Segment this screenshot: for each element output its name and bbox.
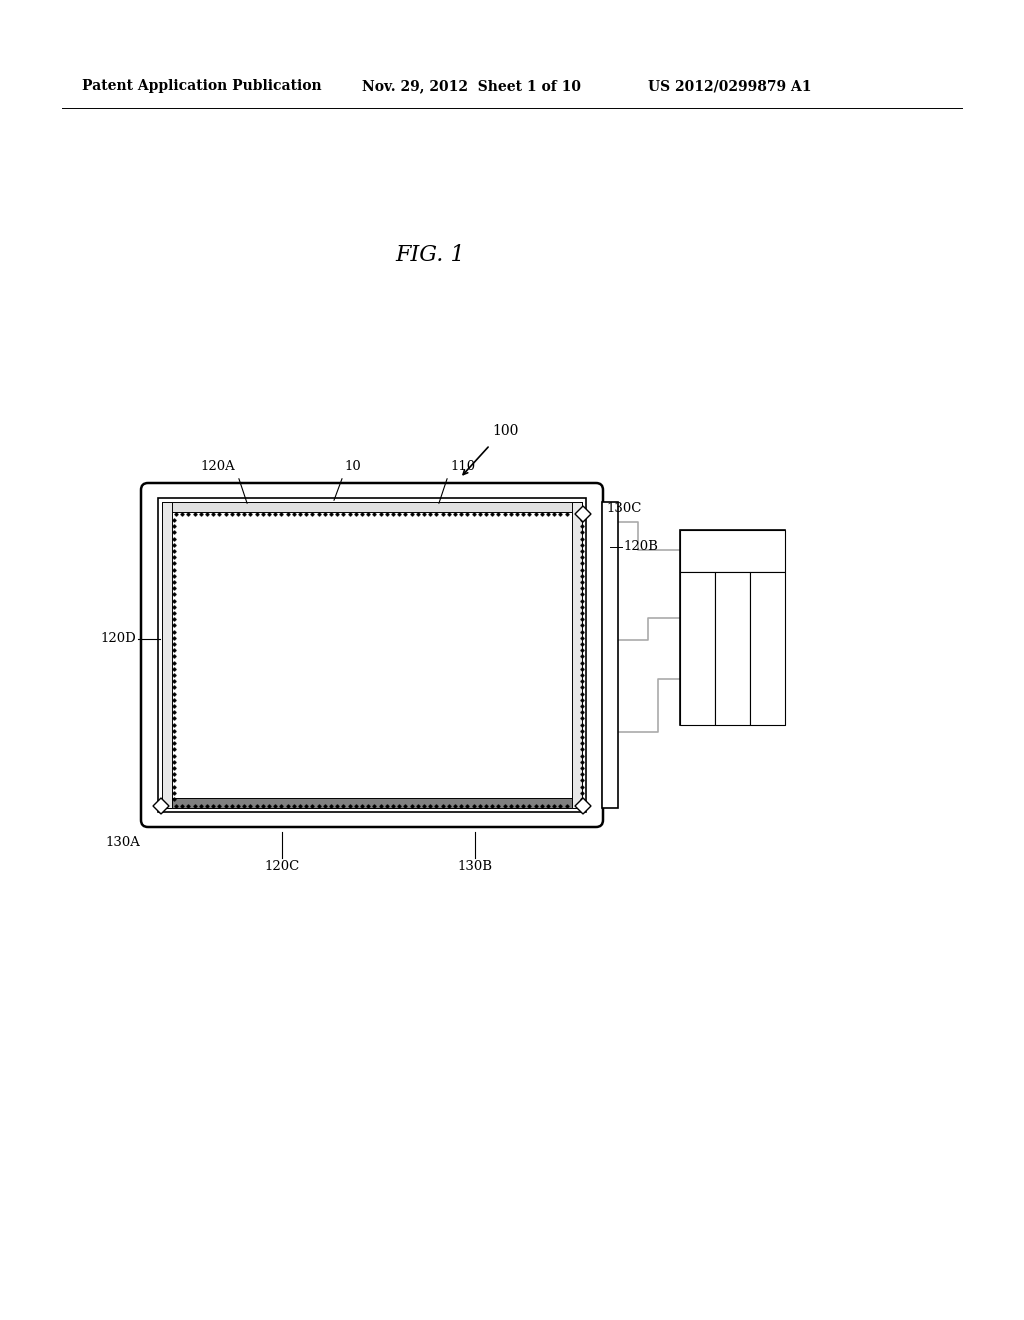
Bar [680, 531, 785, 572]
Text: 120D: 120D [100, 632, 136, 645]
Text: 110: 110 [450, 459, 475, 473]
Text: 120B: 120B [623, 540, 657, 553]
Text: 143: 143 [756, 590, 779, 603]
Bar [715, 572, 750, 725]
Text: Patent Application Publication: Patent Application Publication [82, 79, 322, 92]
Text: 120C: 120C [265, 861, 300, 873]
Text: 141: 141 [685, 590, 710, 603]
Bar [750, 572, 785, 725]
FancyBboxPatch shape [141, 483, 603, 828]
Text: 130B: 130B [458, 861, 493, 873]
Polygon shape [153, 799, 169, 814]
Text: 140: 140 [719, 544, 745, 558]
Text: 120A: 120A [201, 459, 236, 473]
Text: 10: 10 [344, 459, 360, 473]
Text: Nov. 29, 2012  Sheet 1 of 10: Nov. 29, 2012 Sheet 1 of 10 [362, 79, 581, 92]
Bar [162, 502, 172, 808]
Polygon shape [575, 799, 591, 814]
Text: 130A: 130A [105, 836, 140, 849]
Bar [602, 502, 618, 808]
Text: 100: 100 [492, 424, 518, 438]
Polygon shape [575, 506, 591, 521]
Bar [680, 572, 715, 725]
Bar [680, 531, 785, 725]
Bar [572, 502, 582, 808]
Text: US 2012/0299879 A1: US 2012/0299879 A1 [648, 79, 811, 92]
Text: FIG. 1: FIG. 1 [395, 244, 465, 267]
Bar [162, 502, 582, 512]
Bar [162, 799, 582, 808]
Text: 142: 142 [721, 590, 744, 603]
Bar [158, 498, 586, 812]
Text: 130C: 130C [606, 502, 641, 515]
